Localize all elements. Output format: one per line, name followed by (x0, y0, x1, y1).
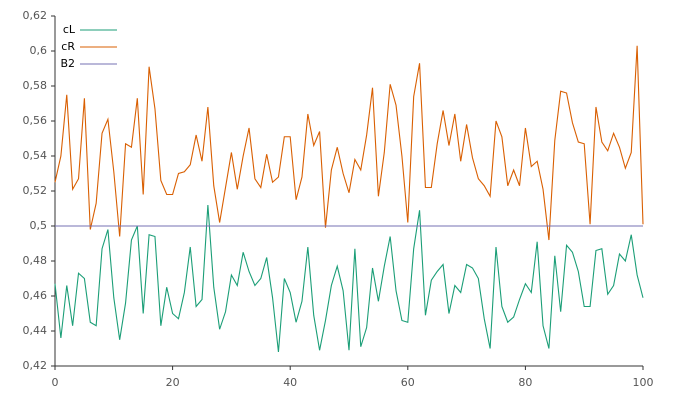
y-tick-label: 0,5 (30, 219, 48, 232)
y-tick-label: 0,48 (23, 254, 48, 267)
y-tick-label: 0,58 (23, 79, 48, 92)
legend-label: B2 (60, 57, 75, 70)
y-tick-label: 0,6 (30, 44, 48, 57)
x-tick-label: 80 (518, 376, 532, 389)
legend-label: cL (63, 23, 76, 36)
x-tick-label: 60 (401, 376, 415, 389)
y-tick-label: 0,44 (23, 324, 48, 337)
legend-label: cR (61, 40, 75, 53)
y-tick-label: 0,56 (23, 114, 48, 127)
y-tick-label: 0,42 (23, 359, 48, 372)
y-tick-label: 0,46 (23, 289, 48, 302)
x-tick-label: 20 (166, 376, 180, 389)
series-line (54, 204, 644, 353)
x-tick-label: 40 (283, 376, 297, 389)
y-tick-label: 0,54 (23, 149, 48, 162)
x-tick-label: 0 (52, 376, 59, 389)
x-tick-label: 100 (633, 376, 654, 389)
y-tick-label: 0,52 (23, 184, 48, 197)
y-tick-label: 0,62 (23, 9, 48, 22)
series-line (54, 45, 644, 241)
